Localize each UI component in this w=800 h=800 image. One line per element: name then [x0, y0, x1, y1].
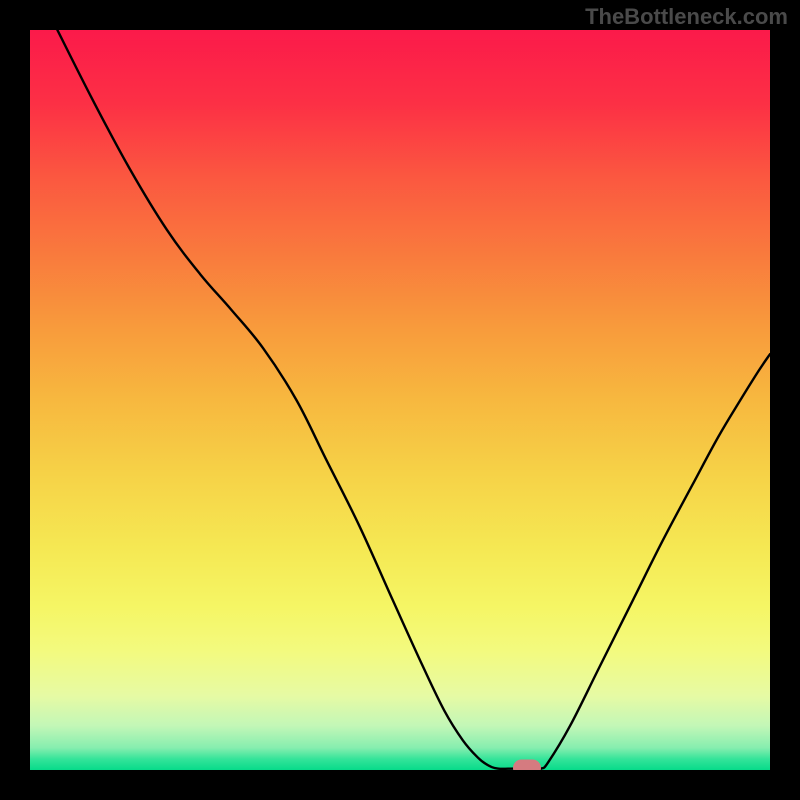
chart-container: TheBottleneck.com — [0, 0, 800, 800]
bottleneck-curve — [30, 30, 770, 770]
watermark-text: TheBottleneck.com — [585, 4, 788, 30]
plot-area — [30, 30, 770, 770]
sweet-spot-marker — [513, 759, 541, 770]
